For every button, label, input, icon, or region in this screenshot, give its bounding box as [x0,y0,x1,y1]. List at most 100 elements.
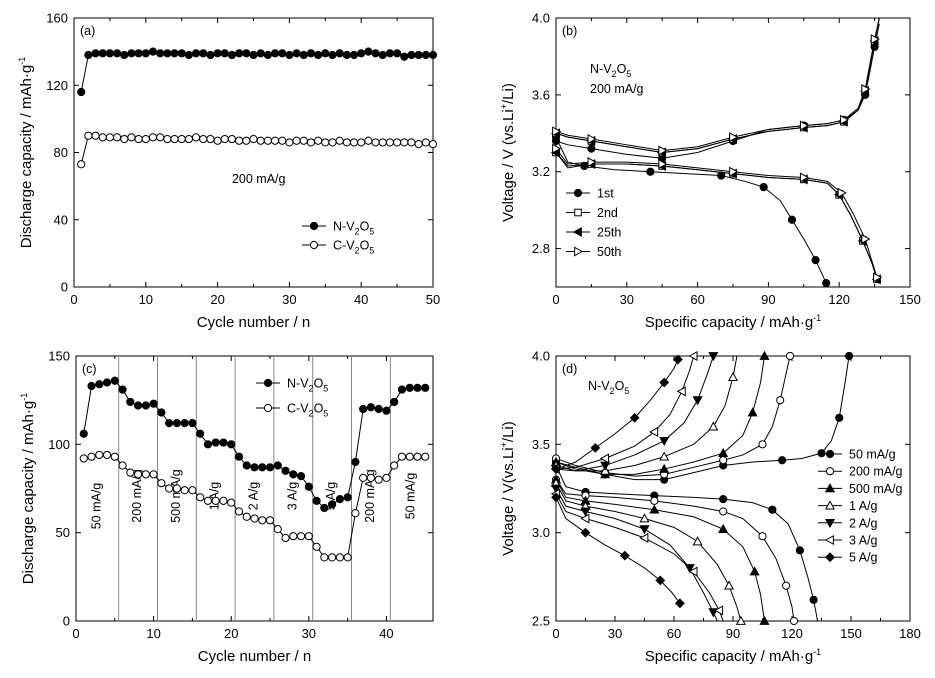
x-tick-label: 150 [899,292,921,307]
series-200 mA/g [551,351,799,626]
series-500 mA/g [550,350,770,625]
data-point [211,496,220,505]
data-point [349,138,359,147]
data-point [342,138,351,147]
data-point [351,457,360,467]
x-axis-label: Specific capacity / mAh·g-1 [645,647,821,665]
charge-curve [555,355,738,472]
data-point [320,553,329,562]
y-tick-label: 4.0 [532,349,550,364]
data-point [580,527,591,538]
x-axis-label: Cycle number / n [198,648,311,665]
legend-label: N-V2O5 [333,220,374,237]
data-point [234,507,244,516]
data-point [273,461,282,470]
data-point [385,138,395,147]
charge-curve [555,17,880,152]
data-point [688,566,698,577]
data-point [629,412,640,423]
y-axis-label: Discharge capacity / mAh·g-1 [17,57,35,248]
data-point [263,50,272,60]
legend-marker [263,403,273,413]
data-point [328,138,337,147]
rate-label: 50 mA/g [404,473,418,520]
data-point [414,50,423,60]
data-point [285,138,294,147]
data-point [870,34,880,45]
data-point [242,49,251,58]
data-point [599,453,610,464]
rate-label: 2 A/g [247,482,261,511]
data-point [768,505,777,514]
data-point [263,136,272,145]
data-point [799,172,810,183]
legend-label: 3 A/g [849,534,878,548]
data-point [718,523,729,533]
data-point [724,580,735,590]
data-point [312,496,321,505]
annotation: 200 mA/g [232,172,286,186]
data-point [393,138,402,147]
discharge-curve [555,488,718,622]
x-tick-label: 0 [552,292,559,307]
data-point [374,404,383,414]
panel-tag: (c) [82,362,97,376]
legend-label: 1 A/g [849,499,878,513]
data-point [364,47,373,56]
data-point [87,452,96,461]
rate-label: 200 mA/g [363,469,377,523]
data-point [719,495,728,504]
data-point [421,452,430,461]
discharge-curve [555,497,681,604]
data-point [149,470,158,479]
series-50 mA/g [551,351,854,622]
data-point [172,484,181,493]
x-tick-label: 50 [426,292,440,307]
data-point [817,449,826,458]
legend-label: 25th [597,226,621,240]
data-point [180,419,189,428]
data-point [227,498,236,507]
data-point [414,139,423,149]
y-tick-label: 160 [46,11,68,26]
data-point [778,456,787,465]
data-point [428,50,438,60]
panel-c: 0 10 20 30 40 0 50 100 150 Cycle number / n Discha… [19,349,434,665]
data-point [250,463,259,472]
data-point [265,516,275,525]
y-tick-label: 0 [63,614,70,629]
data-point [390,397,399,407]
data-point [861,84,871,95]
data-point [692,536,703,546]
y-tick-label: 40 [54,212,68,227]
legend-marker [825,467,835,476]
data-point [421,50,430,60]
data-point [328,50,337,60]
y-tick-label: 100 [48,437,70,452]
data-point [342,50,351,60]
data-point [343,493,352,502]
data-point [203,496,213,505]
data-point [776,396,785,405]
data-point [120,50,129,60]
data-point [112,49,122,58]
data-point [397,452,407,461]
data-point [91,49,100,58]
data-point [184,50,193,60]
data-point [351,509,360,518]
rate-label: 1 A/g [208,482,222,511]
annotation: 200 mA/g [590,82,644,96]
data-point [413,383,422,392]
y-tick-label: 120 [46,78,68,93]
x-tick-label: 30 [620,292,634,307]
data-point [314,136,323,145]
data-point [110,452,119,461]
data-point [110,376,119,385]
data-point [141,401,150,410]
data-point [349,50,359,60]
data-point [688,350,698,362]
data-point [281,533,290,543]
data-point [650,496,659,505]
data-point [580,507,591,517]
